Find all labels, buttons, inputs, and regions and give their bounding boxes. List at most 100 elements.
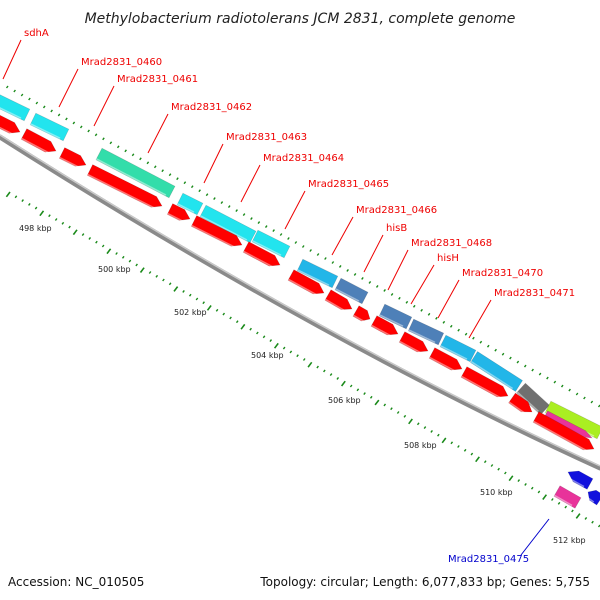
outer-scale-tick-51 bbox=[383, 288, 386, 292]
inner-scale-tick-12 bbox=[88, 236, 92, 240]
kbp-label: 500 kbp bbox=[98, 265, 131, 274]
feature-red-cds-15[interactable] bbox=[508, 392, 533, 415]
inner-scale-tick-16 bbox=[115, 252, 118, 255]
gene-label[interactable]: Mrad2831_0464 bbox=[263, 153, 344, 164]
feature-mrad2831-0470[interactable] bbox=[439, 334, 477, 363]
outer-scale-tick-28 bbox=[213, 197, 216, 201]
feature-sdhA[interactable] bbox=[0, 93, 31, 122]
outer-scale-tick-45 bbox=[338, 264, 342, 268]
gene-label[interactable]: Mrad2831_0475 bbox=[448, 554, 529, 565]
feature-mrad2831-0465[interactable] bbox=[251, 229, 291, 259]
outer-scale-tick-62 bbox=[464, 332, 468, 336]
outer-scale-tick-34 bbox=[257, 221, 261, 225]
outer-scale-tick-25 bbox=[190, 185, 194, 189]
gene-label[interactable]: sdhA bbox=[24, 28, 49, 39]
outer-scale-tick-40 bbox=[301, 245, 305, 248]
kbp-label: 512 kbp bbox=[553, 536, 586, 545]
feature-red-cds-12[interactable] bbox=[398, 331, 429, 355]
outer-scale-tick-26 bbox=[198, 189, 201, 193]
feature-red-cds-16[interactable] bbox=[532, 411, 595, 453]
inner-scale-tick-0 bbox=[5, 191, 11, 198]
feature-blue-cds-1[interactable] bbox=[565, 470, 594, 490]
inner-scale-tick-87 bbox=[591, 520, 594, 524]
inner-scale-tick-8 bbox=[61, 221, 65, 225]
inner-scale-tick-33 bbox=[229, 316, 232, 320]
outer-scale-tick-24 bbox=[183, 181, 187, 185]
inner-scale-tick-40 bbox=[273, 342, 279, 349]
inner-scale-tick-75 bbox=[508, 475, 514, 482]
feature-red-cds-9[interactable] bbox=[324, 289, 353, 313]
feature-red-cds-14[interactable] bbox=[460, 366, 509, 400]
gene-label[interactable]: hisH bbox=[437, 253, 459, 264]
outer-scale-tick-50 bbox=[375, 284, 379, 288]
gene-label[interactable]: hisB bbox=[386, 223, 407, 234]
label-leader-line bbox=[284, 190, 306, 230]
outer-scale-tick-52 bbox=[390, 292, 394, 296]
kbp-label: 510 kbp bbox=[480, 488, 513, 497]
inner-scale-tick-60 bbox=[408, 418, 413, 425]
inner-scale-tick-51 bbox=[349, 384, 353, 388]
label-leader-line bbox=[147, 113, 169, 154]
feature-mrad2831-0471[interactable] bbox=[470, 351, 523, 392]
inner-scale-tick-15 bbox=[106, 248, 112, 255]
inner-scale-tick-68 bbox=[463, 448, 467, 452]
gene-label[interactable]: Mrad2831_0471 bbox=[494, 288, 575, 299]
gene-label[interactable]: Mrad2831_0468 bbox=[411, 238, 492, 249]
feature-red-cds-6[interactable] bbox=[190, 215, 243, 249]
outer-scale-tick-48 bbox=[361, 276, 364, 280]
outer-scale-tick-12 bbox=[94, 133, 98, 137]
feature-blue-cds-2[interactable] bbox=[584, 489, 600, 506]
inner-scale-tick-5 bbox=[39, 210, 45, 217]
inner-scale-tick-41 bbox=[282, 346, 286, 350]
inner-scale-tick-39 bbox=[269, 339, 273, 343]
feature-mrad2831-0468[interactable] bbox=[378, 303, 413, 330]
outer-scale-tick-70 bbox=[523, 364, 527, 368]
feature-hisB[interactable] bbox=[334, 277, 369, 305]
inner-scale-tick-80 bbox=[542, 494, 548, 500]
outer-scale-tick-65 bbox=[486, 344, 490, 348]
inner-scale-tick-35 bbox=[240, 323, 246, 330]
inner-scale-tick-56 bbox=[383, 403, 387, 407]
feature-red-cds-8[interactable] bbox=[287, 269, 325, 297]
inner-scale-tick-11 bbox=[81, 233, 85, 237]
gene-label[interactable]: Mrad2831_0460 bbox=[81, 57, 162, 68]
inner-scale-tick-57 bbox=[390, 407, 393, 411]
feature-mrad2831-0463[interactable] bbox=[176, 192, 204, 216]
map-title: Methylobacterium radiotolerans JCM 2831,… bbox=[85, 11, 516, 27]
feature-red-cds-1[interactable] bbox=[0, 114, 21, 136]
outer-scale-tick-44 bbox=[331, 261, 335, 264]
feature-hisH[interactable] bbox=[407, 318, 445, 346]
feature-mrad2831-0462[interactable] bbox=[95, 147, 176, 199]
inner-scale-tick-1 bbox=[14, 195, 18, 199]
feature-mrad2831-0475[interactable] bbox=[553, 485, 582, 509]
feature-red-cds-2[interactable] bbox=[20, 128, 57, 155]
inner-scale-tick-27 bbox=[188, 293, 192, 297]
gene-label[interactable]: Mrad2831_0465 bbox=[308, 179, 389, 190]
feature-mrad2831-0466[interactable] bbox=[296, 258, 339, 289]
outer-scale-tick-2 bbox=[20, 93, 24, 97]
inner-scale-tick-67 bbox=[457, 445, 460, 448]
outer-scale-tick-30 bbox=[227, 205, 231, 209]
outer-scale-tick-39 bbox=[294, 241, 298, 244]
feature-red-cds-11[interactable] bbox=[370, 315, 399, 338]
outer-scale-tick-68 bbox=[509, 356, 512, 360]
gene-label[interactable]: Mrad2831_0463 bbox=[226, 132, 307, 143]
outer-scale-tick-5 bbox=[42, 105, 46, 109]
feature-red-cds-3[interactable] bbox=[58, 147, 87, 169]
feature-red-cds-13[interactable] bbox=[428, 347, 463, 373]
outer-scale-tick-6 bbox=[50, 109, 53, 113]
label-leader-line bbox=[203, 143, 224, 184]
feature-red-cds-4[interactable] bbox=[86, 164, 163, 210]
outer-scale-tick-79 bbox=[590, 400, 594, 404]
feature-red-cds-7[interactable] bbox=[242, 241, 281, 269]
feature-mrad2831-0460[interactable] bbox=[29, 112, 70, 142]
feature-red-cds-5[interactable] bbox=[166, 203, 191, 223]
outer-scale-tick-67 bbox=[501, 352, 505, 356]
gene-label[interactable]: Mrad2831_0461 bbox=[117, 74, 198, 85]
gene-label[interactable]: Mrad2831_0466 bbox=[356, 205, 437, 216]
feature-red-cds-10[interactable] bbox=[352, 305, 371, 323]
gene-label[interactable]: Mrad2831_0470 bbox=[462, 268, 543, 279]
outer-scale-tick-71 bbox=[531, 368, 534, 372]
gene-label[interactable]: Mrad2831_0462 bbox=[171, 102, 252, 113]
